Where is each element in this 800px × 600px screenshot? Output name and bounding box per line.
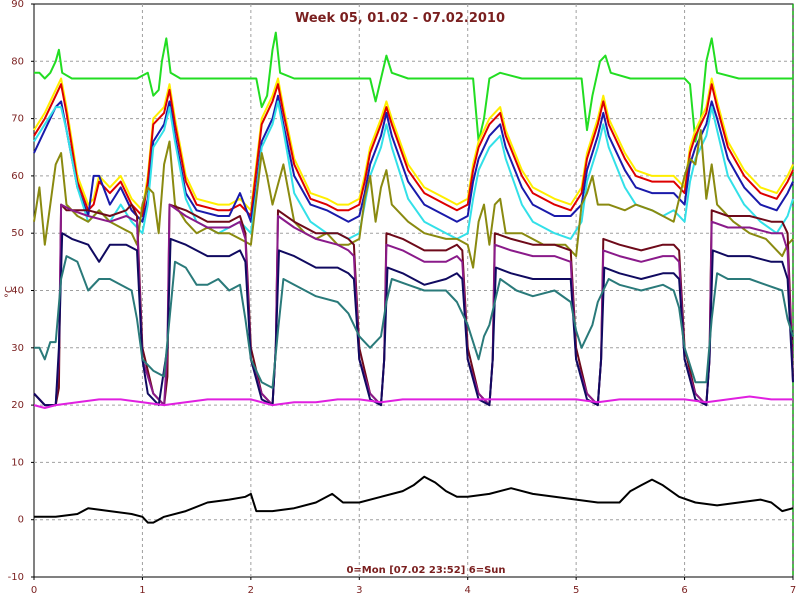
series-line-12 [34, 475, 794, 524]
x-tick-label: 4 [465, 585, 471, 596]
x-tick-label: 5 [573, 585, 579, 596]
series-line-10 [34, 255, 794, 389]
y-tick-label: 30 [11, 343, 24, 354]
series-line-11 [33, 395, 793, 409]
y-tick-label: 10 [11, 457, 24, 468]
x-tick-label: 6 [681, 585, 687, 596]
x-tick-label: 0 [31, 585, 37, 596]
series-line-1 [34, 31, 793, 143]
x-axis-footer: 0=Mon [07.02 23:52] 6=Sun [346, 565, 505, 576]
chart-title: Week 05, 01.02 - 07.02.2010 [295, 11, 505, 26]
series-group [33, 31, 794, 524]
y-tick-label: -10 [8, 572, 24, 583]
y-tick-label: 70 [11, 114, 24, 125]
series-line-6 [33, 129, 794, 269]
series-line-9 [33, 232, 794, 407]
x-tick-label: 3 [356, 585, 362, 596]
y-tick-label: 80 [11, 56, 24, 67]
x-tick-label: 1 [139, 585, 145, 596]
y-tick-label: 50 [11, 228, 24, 239]
series-line-5 [33, 100, 794, 240]
grid-lines [33, 3, 794, 578]
series-line-4 [33, 94, 794, 223]
y-tick-label: 20 [11, 400, 24, 411]
x-tick-label: 2 [248, 585, 254, 596]
y-tick-label: 40 [11, 286, 24, 297]
x-tick-label: 7 [790, 585, 796, 596]
y-tick-label: 90 [11, 0, 24, 10]
series-line-7 [33, 203, 794, 407]
y-tick-label: 60 [11, 171, 24, 182]
y-tick-label: 0 [18, 515, 24, 526]
y-axis-label: °C [4, 286, 15, 298]
